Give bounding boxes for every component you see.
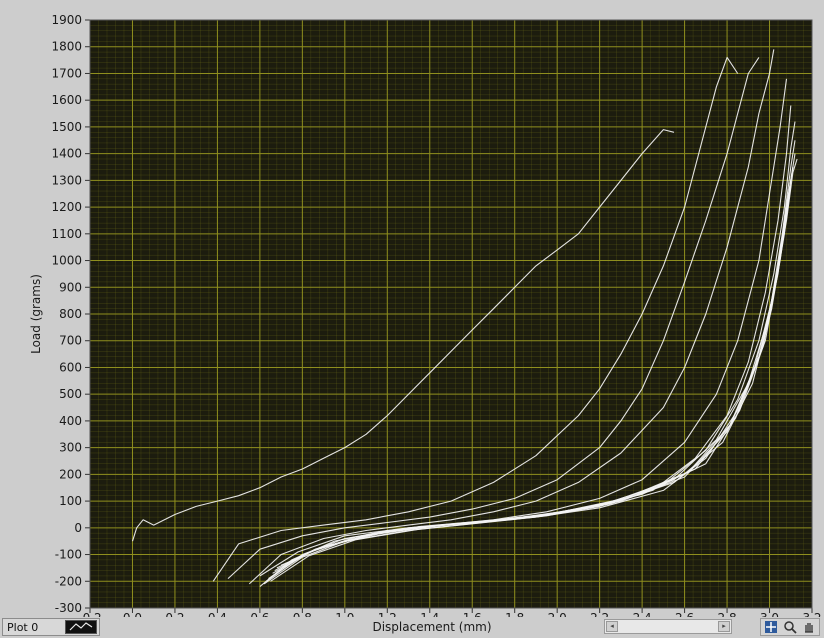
x-tick-label: 1.4	[420, 611, 439, 617]
y-tick-label: 600	[59, 360, 82, 374]
y-tick-label: 400	[59, 414, 82, 428]
x-tick-label: 2.6	[675, 611, 694, 617]
horizontal-scrollbar[interactable]: ◂ ▸	[604, 619, 732, 634]
y-tick-label: 300	[59, 441, 82, 455]
pan-tool-icon[interactable]	[802, 620, 816, 634]
x-tick-label: 3.2	[802, 611, 821, 617]
y-tick-label: -100	[55, 548, 82, 562]
series-line-1	[212, 56, 739, 582]
y-tick-label: 1700	[51, 66, 82, 80]
x-tick-label: 0.0	[123, 611, 142, 617]
series-line-13	[280, 185, 792, 566]
zoom-tool-icon[interactable]	[783, 620, 797, 634]
x-tick-label: 0.8	[293, 611, 312, 617]
y-tick-label: -300	[55, 601, 82, 615]
scroll-left-icon[interactable]: ◂	[606, 621, 618, 632]
y-tick-label: 1200	[51, 200, 82, 214]
x-tick-label: 0.4	[208, 611, 227, 617]
plot-border	[89, 19, 813, 609]
y-tick-label: 200	[59, 467, 82, 481]
y-tick-label: 800	[59, 307, 82, 321]
x-tick-label: 3.0	[760, 611, 779, 617]
y-tick-label: 1100	[51, 227, 82, 241]
y-tick-label: 1600	[51, 93, 82, 107]
series-line-2	[227, 57, 760, 580]
chart: -0.2 0.0 0.2 0.4 0.6 0.8 1.0 1.2 1.4 1.6 1.8 2.0 2.2…	[29, 13, 822, 617]
x-tick-label: -0.2	[78, 611, 101, 617]
y-tick-label: 100	[59, 494, 82, 508]
y-tick-label: 0	[74, 521, 82, 535]
graph-toolbar: Plot 0 Displacement (mm) ◂ ▸	[0, 617, 824, 638]
x-tick-label: 1.0	[335, 611, 354, 617]
y-tick-label: 1500	[51, 120, 82, 134]
x-tick-label: 2.8	[718, 611, 737, 617]
y-tick-label: -200	[55, 574, 82, 588]
plot-line-style-icon[interactable]	[65, 620, 97, 634]
x-tick-label: 1.6	[463, 611, 482, 617]
graph-palette	[760, 618, 820, 636]
y-tick-label: 1900	[51, 13, 82, 27]
x-tick-label: 2.4	[633, 611, 652, 617]
y-tick-label: 500	[59, 387, 82, 401]
x-tick-label: 2.0	[548, 611, 567, 617]
y-tick-label: 900	[59, 280, 82, 294]
y-tick-label: 700	[59, 334, 82, 348]
x-tick-label: 1.8	[505, 611, 524, 617]
scroll-right-icon[interactable]: ▸	[718, 621, 730, 632]
cursor-tool-icon[interactable]	[764, 620, 778, 634]
x-tick-label: 2.2	[590, 611, 609, 617]
y-axis-title: Load (grams)	[29, 274, 43, 354]
y-tick-label: 1300	[51, 173, 82, 187]
x-axis-title: Displacement (mm)	[372, 620, 492, 634]
series-line-8	[259, 153, 796, 577]
plot-legend[interactable]: Plot 0	[2, 618, 100, 636]
plot-legend-label: Plot 0	[7, 620, 39, 634]
series-line-0	[131, 129, 675, 542]
x-tick-label: 0.6	[250, 611, 269, 617]
x-tick-label: 0.2	[165, 611, 184, 617]
x-tick-label: 1.2	[378, 611, 397, 617]
series-line-3	[248, 49, 775, 585]
y-tick-label: 1400	[51, 147, 82, 161]
y-tick-label: 1800	[51, 40, 82, 54]
y-tick-label: 1000	[51, 254, 82, 268]
